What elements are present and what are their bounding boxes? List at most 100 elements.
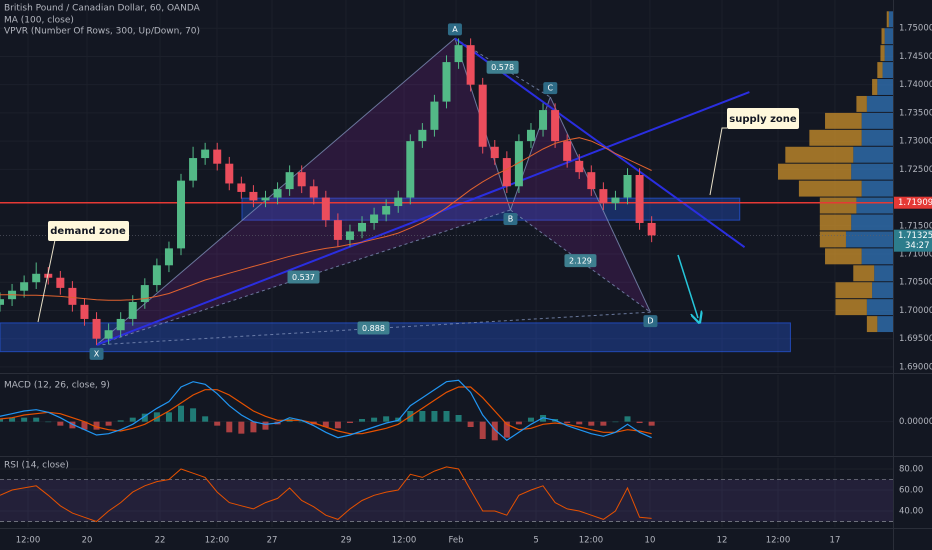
callout-box bbox=[727, 108, 799, 129]
ratio-label: 2.129 bbox=[569, 257, 592, 266]
volume-down bbox=[835, 282, 873, 299]
candle-body bbox=[237, 183, 246, 192]
price-tag-label: 1.71325 bbox=[898, 231, 932, 241]
y-tick-label: 0.00000 bbox=[899, 417, 932, 427]
annotation: demand zone bbox=[50, 226, 126, 237]
macd-histogram bbox=[117, 420, 124, 422]
x-tick-label: 12 bbox=[717, 536, 728, 546]
volume-down bbox=[785, 146, 854, 163]
candle-body bbox=[478, 84, 487, 147]
ratio-label: 0.537 bbox=[292, 273, 315, 282]
macd-histogram bbox=[238, 421, 245, 434]
candle-body bbox=[333, 220, 342, 240]
macd-histogram bbox=[214, 421, 221, 426]
macd-histogram bbox=[69, 421, 76, 429]
candle-body bbox=[321, 197, 330, 221]
zone bbox=[0, 322, 791, 353]
volume-down bbox=[886, 11, 889, 28]
volume-up bbox=[856, 197, 893, 214]
candle-body bbox=[442, 62, 451, 102]
callout-box bbox=[48, 221, 129, 241]
macd-histogram bbox=[371, 417, 378, 422]
candle-body bbox=[358, 222, 367, 232]
trend-line bbox=[96, 91, 750, 346]
macd-histogram bbox=[491, 421, 498, 441]
callout-pointer bbox=[709, 127, 727, 196]
candle-body bbox=[526, 129, 535, 142]
x-tick-label: 17 bbox=[830, 536, 841, 546]
x-tick-label: 12:00 bbox=[579, 536, 604, 546]
volume-down bbox=[819, 197, 857, 214]
pattern-leg bbox=[549, 96, 651, 313]
candle-body bbox=[394, 197, 403, 207]
candle-body bbox=[599, 189, 608, 204]
indicator-legend: VPVR (Number Of Rows, 300, Up/Down, 70) bbox=[4, 27, 200, 37]
candle-body bbox=[418, 129, 427, 142]
volume-up bbox=[877, 79, 893, 95]
volume-down bbox=[809, 129, 862, 146]
ratio-label: 0.888 bbox=[362, 324, 385, 333]
y-tick-label: 1.72500 bbox=[899, 165, 932, 175]
macd-histogram bbox=[250, 421, 257, 433]
macd-histogram bbox=[0, 419, 3, 422]
macd-histogram bbox=[153, 412, 160, 422]
volume-down bbox=[880, 45, 885, 62]
drawing-layer bbox=[0, 37, 893, 353]
volume-up bbox=[853, 146, 893, 163]
candle-body bbox=[177, 180, 186, 249]
macd-histogram bbox=[178, 405, 185, 422]
indicator-title: RSI (14, close) bbox=[4, 461, 69, 471]
pattern-point-box bbox=[503, 212, 518, 225]
macd-histogram bbox=[226, 421, 233, 433]
volume-down bbox=[866, 316, 878, 333]
macd-histogram bbox=[298, 421, 305, 423]
annotation: supply zone bbox=[729, 114, 797, 125]
signal-line bbox=[0, 386, 652, 435]
candle-body bbox=[20, 282, 29, 291]
candle-body bbox=[297, 172, 306, 187]
macd-histogram bbox=[202, 416, 209, 422]
volume-down bbox=[853, 265, 875, 282]
y-tick-label: 1.70000 bbox=[899, 306, 932, 316]
candle-body bbox=[514, 141, 523, 187]
y-tick-label: 1.73500 bbox=[899, 108, 932, 118]
y-tick-label: 1.74500 bbox=[899, 52, 932, 62]
y-tick-label: 1.73000 bbox=[899, 137, 932, 147]
rsi-band bbox=[0, 479, 893, 522]
pattern-point-label: B bbox=[508, 214, 514, 223]
x-tick-label: 12:00 bbox=[392, 536, 417, 546]
ratio-box bbox=[357, 321, 390, 335]
candle-body bbox=[32, 273, 41, 283]
volume-up bbox=[888, 11, 893, 28]
pattern-point-label: X bbox=[94, 349, 100, 358]
x-tick-label: 22 bbox=[155, 536, 166, 546]
x-tick-label: 20 bbox=[82, 536, 93, 546]
price-tag-label: 1.71909 bbox=[898, 198, 932, 208]
volume-down bbox=[825, 248, 862, 265]
candle-body bbox=[92, 318, 101, 339]
candle-body bbox=[164, 248, 173, 266]
pattern-fill bbox=[96, 38, 511, 345]
volume-up bbox=[882, 62, 893, 79]
x-tick-label: 27 bbox=[267, 536, 278, 546]
volume-down bbox=[877, 62, 883, 79]
y-tick-label: 40.00 bbox=[899, 507, 923, 517]
candle-body bbox=[430, 101, 439, 130]
volume-up bbox=[884, 28, 893, 45]
macd-histogram bbox=[346, 421, 353, 423]
candle-body bbox=[128, 302, 137, 319]
volume-up bbox=[861, 129, 893, 146]
macd-histogram bbox=[334, 421, 341, 429]
macd-histogram bbox=[648, 421, 655, 426]
grid-layer bbox=[0, 11, 893, 522]
macd-histogram bbox=[57, 421, 64, 426]
macd-histogram bbox=[322, 421, 329, 427]
volume-down bbox=[881, 28, 885, 45]
indicator-title: MACD (12, 26, close, 9) bbox=[4, 381, 110, 391]
macd-histogram bbox=[165, 412, 172, 422]
pattern-point-box bbox=[643, 315, 658, 328]
y-tick-label: 1.70500 bbox=[899, 278, 932, 288]
macd-histogram bbox=[515, 421, 522, 425]
